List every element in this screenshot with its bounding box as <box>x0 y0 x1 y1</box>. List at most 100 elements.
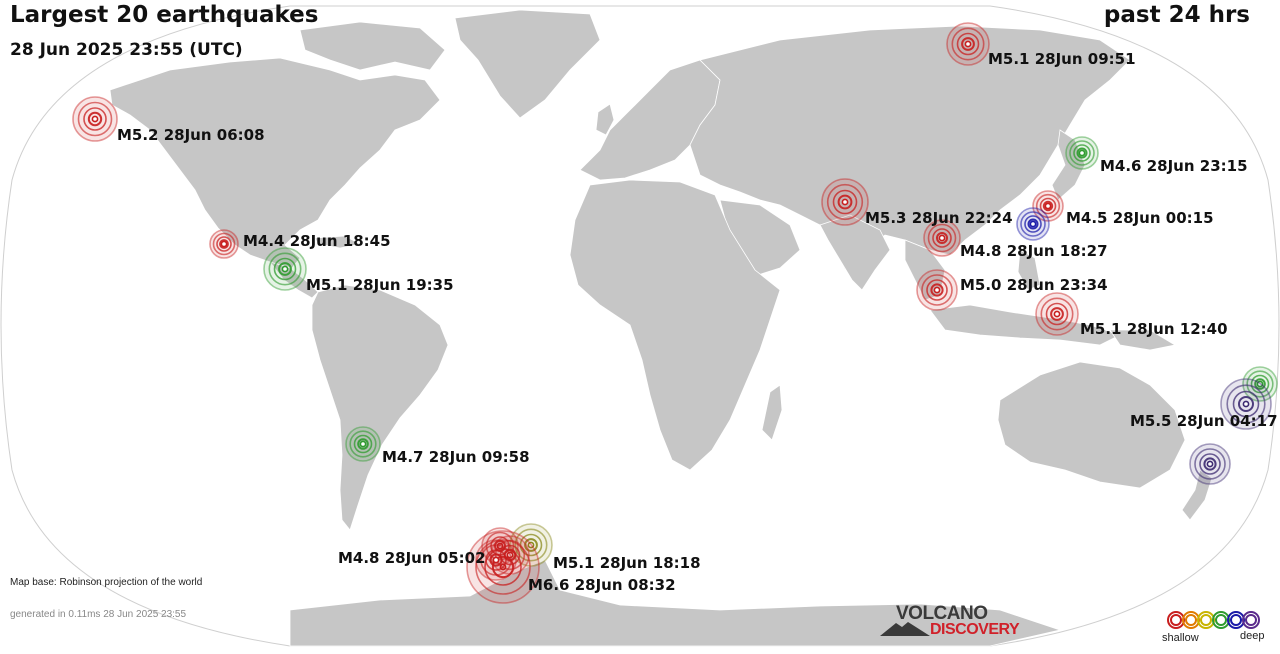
map-base-note: Map base: Robinson projection of the wor… <box>10 577 203 588</box>
earthquake-ring <box>951 27 985 61</box>
earthquake-epicenter <box>281 265 289 273</box>
earthquake-marker[interactable] <box>1220 378 1272 430</box>
earthquake-label[interactable]: M5.1 28Jun 19:35 <box>306 276 454 294</box>
earthquake-label[interactable]: M4.8 28Jun 18:27 <box>960 242 1108 260</box>
earthquake-ring <box>1027 218 1039 230</box>
earthquake-epicenter <box>964 40 972 48</box>
arctic-islands-shape <box>299 21 446 71</box>
earthquake-ring <box>1042 200 1054 212</box>
earthquake-ring <box>1069 140 1095 166</box>
earthquake-marker[interactable] <box>263 247 307 291</box>
earthquake-ring <box>77 101 113 137</box>
central-america-shape <box>268 261 319 299</box>
earthquake-ring <box>926 279 948 301</box>
earthquake-ring <box>514 528 548 562</box>
time-period: past 24 hrs <box>1103 2 1250 28</box>
uk-shape <box>595 103 615 136</box>
earthquake-ring <box>1203 457 1217 471</box>
earthquake-ring <box>826 183 864 221</box>
madagascar-shape <box>761 384 783 441</box>
depth-legend-circles <box>1167 611 1260 629</box>
earthquake-label[interactable]: M5.2 28Jun 06:08 <box>117 126 265 144</box>
earthquake-label[interactable]: M6.6 28Jun 08:32 <box>528 576 676 594</box>
earthquake-epicenter <box>1256 380 1264 388</box>
earthquake-marker[interactable] <box>72 96 118 142</box>
earthquake-label[interactable]: M4.7 28Jun 09:58 <box>382 448 530 466</box>
antarctica-shape <box>289 559 1062 647</box>
earthquake-label[interactable]: M4.5 28Jun 00:15 <box>1066 209 1214 227</box>
earthquake-ring <box>489 553 503 567</box>
earthquake-label[interactable]: M4.6 28Jun 23:15 <box>1100 157 1248 175</box>
earthquake-ring <box>480 544 512 576</box>
earthquake-marker[interactable] <box>1065 136 1099 170</box>
legend-depth-ring <box>1185 614 1197 626</box>
earthquake-label[interactable]: M5.1 28Jun 12:40 <box>1080 320 1228 338</box>
earthquake-ring <box>921 274 953 306</box>
generated-note: generated in 0.11ms 28 Jun 2025 23:55 <box>10 609 187 620</box>
earthquake-epicenter <box>91 115 99 123</box>
earthquake-label[interactable]: M5.3 28Jun 22:24 <box>865 209 1013 227</box>
earthquake-marker[interactable] <box>946 22 990 66</box>
earthquake-marker[interactable] <box>1035 292 1079 336</box>
earthquake-marker[interactable] <box>345 426 381 462</box>
earthquake-ring <box>212 232 236 256</box>
earthquake-marker[interactable] <box>1016 207 1050 241</box>
earthquake-ring <box>837 194 853 210</box>
earthquake-ring <box>1232 390 1260 418</box>
earthquake-label[interactable]: M5.1 28Jun 09:51 <box>988 50 1136 68</box>
earthquake-ring <box>1035 193 1061 219</box>
map-title: Largest 20 earthquakes <box>10 2 319 28</box>
volcano-discovery-logo[interactable]: VOLCANO DISCOVERY <box>880 603 1040 643</box>
earthquake-label[interactable]: M4.4 28Jun 18:45 <box>243 232 391 250</box>
earthquake-marker[interactable] <box>916 269 958 311</box>
earthquake-ring <box>491 555 515 579</box>
earthquake-label[interactable]: M5.5 28Jun 04:17 <box>1130 412 1278 430</box>
earthquake-epicenter <box>1078 149 1086 157</box>
earthquake-ring <box>485 549 507 571</box>
earthquake-ring <box>1045 302 1069 326</box>
legend-depth-ring <box>1230 614 1242 626</box>
earthquake-ring <box>268 252 302 286</box>
caribbean-shape <box>314 235 362 249</box>
earthquake-label[interactable]: M4.8 28Jun 05:02 <box>338 549 486 567</box>
earthquake-epicenter <box>1242 400 1250 408</box>
legend-depth-ring <box>1242 611 1260 629</box>
new-zealand-shape <box>1181 469 1213 521</box>
earthquake-ring <box>1020 211 1046 237</box>
earthquake-ring <box>932 228 952 248</box>
earthquake-marker[interactable] <box>209 229 239 259</box>
earthquake-marker[interactable] <box>923 219 961 257</box>
earthquake-label[interactable]: M5.0 28Jun 23:34 <box>960 276 1108 294</box>
legend-deep-label: deep <box>1240 630 1265 642</box>
earthquake-marker[interactable] <box>475 539 517 581</box>
indonesia-shape <box>929 304 1122 346</box>
earthquake-ring <box>961 37 975 51</box>
new-guinea-shape <box>1109 329 1177 351</box>
legend-depth-ring <box>1245 614 1257 626</box>
earthquake-ring <box>1076 147 1088 159</box>
earthquake-ring <box>1040 297 1074 331</box>
earthquake-label[interactable]: M5.1 28Jun 18:18 <box>553 554 701 572</box>
greenland-shape <box>454 9 601 119</box>
earthquake-ring <box>1246 370 1274 398</box>
legend-shallow-label: shallow <box>1162 632 1199 644</box>
earthquake-ring <box>475 539 531 595</box>
earthquake-epicenter <box>492 556 500 564</box>
philippines-shape <box>1017 249 1041 291</box>
earthquake-epicenter <box>1053 310 1061 318</box>
earthquake-marker[interactable] <box>1032 190 1064 222</box>
south-america-shape <box>311 284 449 531</box>
earthquake-marker[interactable] <box>821 178 869 226</box>
legend-depth-ring <box>1170 614 1182 626</box>
earthquake-ring <box>832 189 858 215</box>
earthquake-ring <box>278 262 292 276</box>
landmasses <box>109 9 1213 647</box>
earthquake-marker[interactable] <box>1189 443 1231 485</box>
earthquake-ring <box>353 434 373 454</box>
earthquake-ring <box>1194 448 1226 480</box>
earthquake-ring <box>1039 197 1057 215</box>
earthquake-ring <box>1238 396 1254 412</box>
